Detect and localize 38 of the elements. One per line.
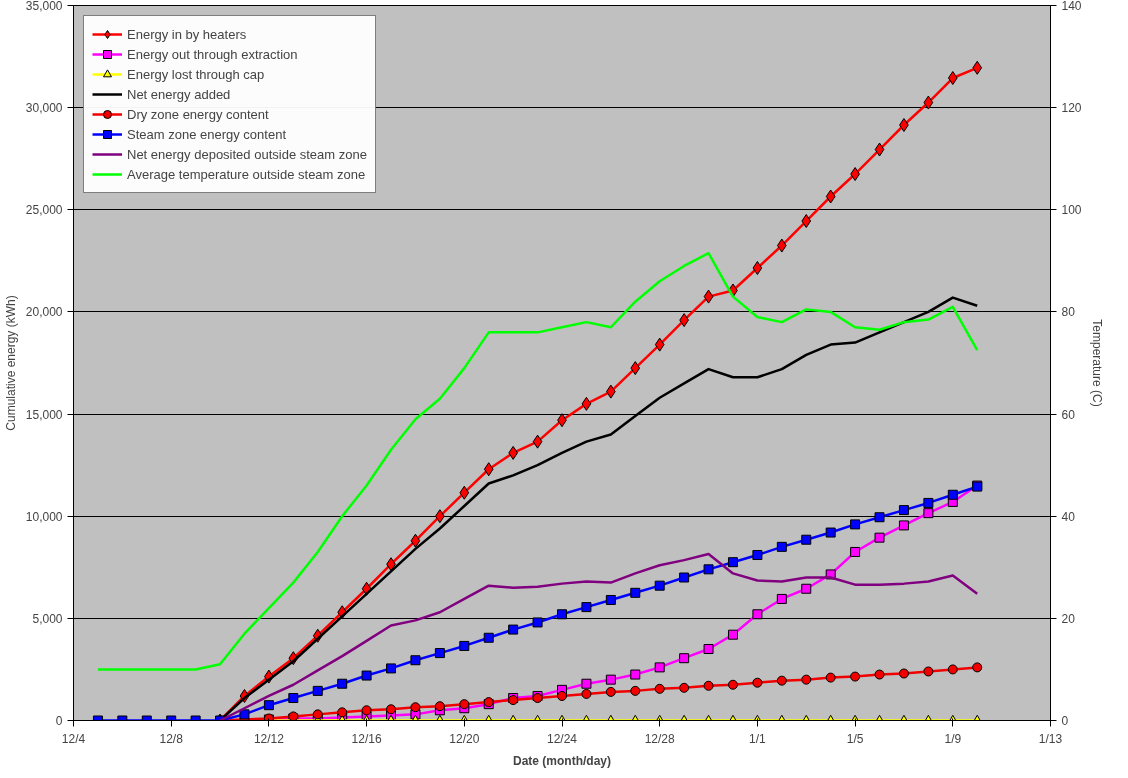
y2-tick-label: 40 bbox=[1061, 509, 1076, 524]
y2-tick-label: 20 bbox=[1061, 611, 1076, 626]
y-tick-label: 10,000 bbox=[25, 509, 63, 524]
y2-tick-label: 100 bbox=[1061, 203, 1082, 218]
y-tick-label: 25,000 bbox=[25, 203, 63, 218]
x-tick-label: 1/1 bbox=[749, 731, 767, 746]
legend-label: Steam zone energy content bbox=[127, 126, 286, 142]
y-tick-label: 5,000 bbox=[32, 611, 63, 626]
legend-label: Net energy added bbox=[127, 86, 231, 102]
x-tick-label: 12/8 bbox=[159, 731, 184, 746]
legend-label: Energy in by heaters bbox=[127, 26, 247, 42]
y2-tick-label: 0 bbox=[1061, 714, 1069, 728]
legend-label: Dry zone energy content bbox=[127, 106, 269, 122]
y2-axis-title: Temperature (C) bbox=[1089, 319, 1104, 407]
x-tick-label: 12/16 bbox=[351, 731, 382, 746]
y2-tick-label: 120 bbox=[1061, 101, 1082, 116]
y-tick-label: 20,000 bbox=[25, 305, 63, 320]
legend-label: Average temperature outside steam zone bbox=[127, 166, 366, 182]
x-tick-label: 12/24 bbox=[546, 731, 578, 746]
x-tick-label: 12/4 bbox=[61, 731, 86, 746]
x-tick-label: 12/12 bbox=[253, 731, 285, 746]
y2-tick-label: 80 bbox=[1061, 305, 1076, 320]
y-tick-label: 35,000 bbox=[25, 0, 63, 13]
y-tick-label: 0 bbox=[55, 714, 63, 728]
x-tick-label: 1/9 bbox=[944, 731, 962, 746]
x-tick-label: 1/13 bbox=[1038, 731, 1063, 746]
x-tick-label: 12/20 bbox=[449, 731, 480, 746]
x-axis-title: Date (month/day) bbox=[513, 753, 612, 768]
y2-tick-label: 60 bbox=[1061, 407, 1076, 422]
y-axis-title: Cumulative energy (kWh) bbox=[3, 295, 18, 431]
x-tick-label: 1/5 bbox=[846, 731, 864, 746]
y2-tick-label: 140 bbox=[1061, 0, 1082, 13]
y-tick-label: 30,000 bbox=[25, 101, 63, 116]
legend-label: Net energy deposited outside steam zone bbox=[127, 146, 367, 162]
legend-label: Energy lost through cap bbox=[127, 66, 265, 82]
x-tick-label: 12/28 bbox=[644, 731, 676, 746]
y-tick-label: 15,000 bbox=[25, 407, 63, 422]
legend-label: Energy out through extraction bbox=[127, 46, 298, 62]
